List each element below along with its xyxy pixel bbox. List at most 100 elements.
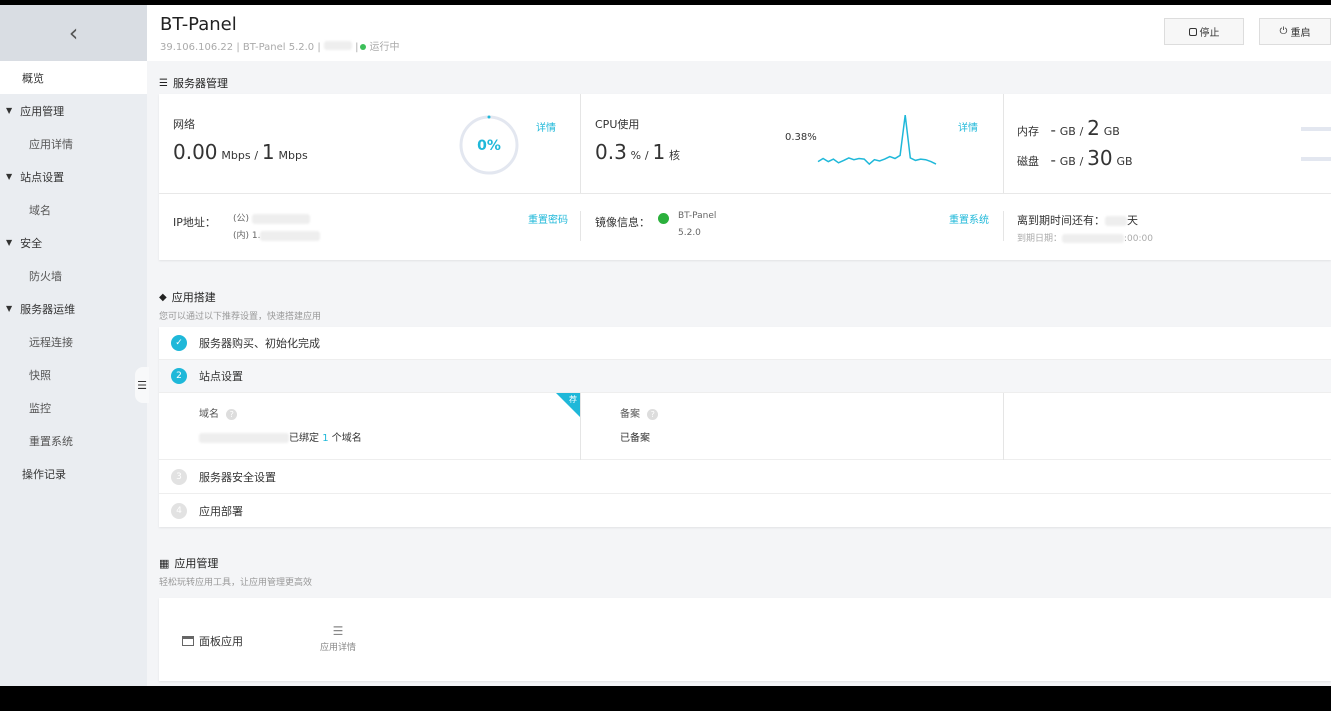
sidebar-item-monitor[interactable]: 监控 bbox=[0, 391, 147, 424]
section-subtitle: 轻松玩转应用工具，让应用管理更高效 bbox=[159, 578, 313, 588]
section-subtitle: 您可以通过以下推荐设置，快速搭建应用 bbox=[159, 312, 322, 322]
back-button[interactable]: ‹ bbox=[0, 5, 147, 61]
sidebar: ‹ 概览 ▼ 应用管理 应用详情 ▼ 站点设置 域名 ▼ 安全 防火墙 ▼ 服务器运维 … bbox=[0, 5, 147, 686]
check-icon: ✓ bbox=[171, 335, 187, 351]
network-label: 网络 bbox=[173, 118, 195, 131]
cpu-detail-link[interactable]: 详情 bbox=[958, 123, 978, 134]
sidebar-group-site-settings[interactable]: ▼ 站点设置 bbox=[0, 160, 147, 193]
record-label: 备案 bbox=[620, 409, 640, 420]
sidebar-item-label: 防火墙 bbox=[29, 269, 62, 283]
sidebar-group-security[interactable]: ▼ 安全 bbox=[0, 226, 147, 259]
redacted-region bbox=[323, 41, 352, 50]
network-total: 1 bbox=[261, 140, 275, 164]
redacted-region bbox=[199, 433, 289, 443]
sidebar-item-domain[interactable]: 域名 bbox=[0, 193, 147, 226]
cpu-current: 0.38% bbox=[785, 132, 817, 143]
disk-label: 磁盘 bbox=[1017, 155, 1039, 168]
expiry-unit: 天 bbox=[1127, 214, 1138, 227]
step-3[interactable]: 3 服务器安全设置 bbox=[159, 461, 1331, 494]
recommended-badge-text: 荐 bbox=[569, 395, 577, 404]
image-label: 镜像信息： bbox=[595, 216, 650, 229]
redacted-region bbox=[1105, 216, 1127, 226]
image-name: BT-Panel bbox=[678, 211, 717, 221]
expiry-date-label: 到期日期： bbox=[1017, 234, 1063, 244]
section-app-build: ◆ 应用搭建 bbox=[159, 289, 216, 305]
sidebar-collapse-toggle[interactable]: ☰ bbox=[135, 367, 149, 403]
caret-down-icon: ▼ bbox=[6, 238, 13, 247]
network-detail-link[interactable]: 详情 bbox=[536, 123, 556, 134]
bt-logo-icon bbox=[658, 213, 669, 224]
apps-card: 面板应用 ☰ 应用详情 bbox=[159, 598, 1331, 681]
expiry-label: 离到期时间还有： bbox=[1017, 214, 1105, 227]
list-icon: ☰ bbox=[137, 378, 147, 392]
bound-prefix: 已绑定 bbox=[289, 433, 319, 444]
unit: % bbox=[630, 149, 642, 162]
step-2[interactable]: 2 站点设置 bbox=[159, 360, 1331, 393]
sep: / bbox=[1079, 125, 1084, 138]
stop-button[interactable]: 停止 bbox=[1164, 18, 1244, 45]
step-label: 站点设置 bbox=[199, 370, 243, 383]
unit: 核 bbox=[669, 149, 681, 162]
private-ip-prefix: (内) 1. bbox=[233, 231, 261, 241]
cpu-label: CPU使用 bbox=[595, 118, 640, 131]
memory-total: 2 bbox=[1087, 116, 1100, 140]
record-status: 已备案 bbox=[620, 433, 650, 444]
instance-title: BT-Panel bbox=[160, 14, 237, 35]
layers-icon: ◆ bbox=[159, 291, 167, 303]
cpu-sparkline-line bbox=[817, 115, 937, 166]
sidebar-item-label: 应用详情 bbox=[29, 137, 73, 151]
step-number: 3 bbox=[171, 469, 187, 485]
restart-button[interactable]: ⏻ 重启 bbox=[1259, 18, 1331, 45]
sidebar-item-label: 站点设置 bbox=[20, 170, 65, 184]
sidebar-group-app-management[interactable]: ▼ 应用管理 bbox=[0, 94, 147, 127]
step-1[interactable]: ✓ 服务器购买、初始化完成 bbox=[159, 327, 1331, 360]
unit: GB bbox=[1059, 125, 1076, 138]
sidebar-item-label: 远程连接 bbox=[29, 335, 73, 349]
help-icon[interactable]: ? bbox=[647, 409, 659, 420]
disk-total: 30 bbox=[1087, 146, 1113, 170]
sidebar-item-label: 域名 bbox=[29, 203, 51, 217]
network-gauge: 0% bbox=[459, 115, 519, 175]
sidebar-item-label: 服务器运维 bbox=[20, 302, 76, 316]
sidebar-item-remote-connect[interactable]: 远程连接 bbox=[0, 325, 147, 358]
sidebar-item-snapshot[interactable]: 快照 bbox=[0, 358, 147, 391]
caret-down-icon: ▼ bbox=[6, 106, 13, 115]
sep: / bbox=[254, 149, 259, 162]
reset-system-link[interactable]: 重置系统 bbox=[949, 215, 989, 226]
domain-label: 域名 bbox=[199, 409, 219, 420]
app-details-button[interactable]: ☰ 应用详情 bbox=[318, 624, 358, 653]
public-ip-prefix: (公) bbox=[233, 214, 250, 224]
redacted-region bbox=[1062, 234, 1125, 243]
disk-bar bbox=[1301, 157, 1331, 161]
sidebar-item-label: 概览 bbox=[22, 71, 44, 85]
unit: GB bbox=[1116, 155, 1133, 168]
step-4[interactable]: 4 应用部署 bbox=[159, 494, 1331, 527]
panel-apps: 面板应用 bbox=[182, 633, 243, 649]
help-icon[interactable]: ? bbox=[226, 409, 238, 420]
reset-password-link[interactable]: 重置密码 bbox=[528, 215, 568, 226]
sidebar-group-server-ops[interactable]: ▼ 服务器运维 bbox=[0, 292, 147, 325]
memory-label: 内存 bbox=[1017, 125, 1039, 138]
stop-icon bbox=[1188, 27, 1197, 36]
image-version: 5.2.0 bbox=[678, 228, 701, 238]
power-icon: ⏻ bbox=[1279, 26, 1288, 37]
sidebar-item-overview[interactable]: 概览 bbox=[0, 61, 147, 94]
recommended-badge bbox=[556, 393, 580, 417]
sidebar-item-label: 操作记录 bbox=[22, 467, 66, 481]
sidebar-item-operation-log[interactable]: 操作记录 bbox=[0, 457, 147, 490]
sidebar-item-app-details[interactable]: 应用详情 bbox=[0, 127, 147, 160]
step-number: 2 bbox=[171, 368, 187, 384]
sidebar-item-reset-system[interactable]: 重置系统 bbox=[0, 424, 147, 457]
sidebar-item-label: 重置系统 bbox=[29, 434, 73, 448]
sidebar-item-firewall[interactable]: 防火墙 bbox=[0, 259, 147, 292]
caret-down-icon: ▼ bbox=[6, 172, 13, 181]
domain-count-link[interactable]: 1 bbox=[322, 433, 329, 444]
section-title: 应用管理 bbox=[174, 557, 219, 570]
bound-suffix: 个域名 bbox=[331, 433, 362, 444]
instance-version: BT-Panel 5.2.0 bbox=[242, 42, 315, 53]
sidebar-item-label: 快照 bbox=[29, 368, 51, 382]
step-2-detail: 域名 ? 已绑定 1 个域名 荐 备案 ? 已备案 bbox=[159, 393, 1331, 460]
sidebar-item-label: 安全 bbox=[20, 236, 43, 250]
section-title: 服务器管理 bbox=[172, 77, 228, 90]
server-card: 网络 0.00 Mbps / 1 Mbps 0% 详情 CPU使用 0.3 % … bbox=[159, 94, 1331, 260]
